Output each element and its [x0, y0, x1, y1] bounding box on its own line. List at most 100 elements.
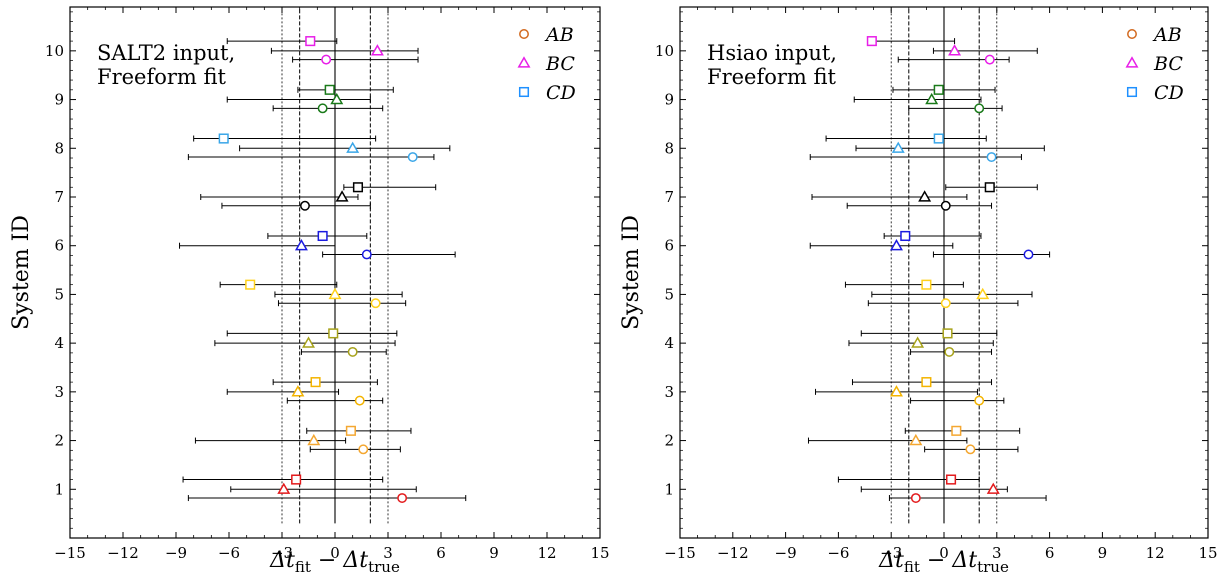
error-bar: [904, 427, 1021, 434]
x-tick-label: 6: [1045, 544, 1055, 562]
legend-triangle-marker: [1125, 56, 1139, 68]
x-tick-label: 6: [436, 544, 446, 562]
error-bar: [932, 47, 1038, 54]
legend: AB BC CD: [517, 24, 576, 104]
error-bar: [860, 330, 998, 337]
data-point-ab: [370, 298, 381, 309]
error-bar: [267, 232, 368, 239]
x-axis-label: Δtfit − Δttrue: [269, 548, 400, 572]
x-tick-label: −6: [218, 544, 240, 562]
data-point-cd: [945, 474, 957, 485]
error-bar: [286, 397, 384, 404]
legend-label-bc: BC: [545, 53, 575, 75]
x-tick-label: −6: [827, 544, 849, 562]
x-tick-label: 15: [1198, 544, 1217, 562]
data-point-bc: [889, 238, 903, 251]
data-point-bc: [335, 190, 349, 202]
x-tick-label: 3: [383, 544, 393, 562]
annotation-line-1: SALT2 input,: [97, 41, 235, 65]
error-bar: [809, 154, 1022, 161]
data-point-ab: [984, 54, 995, 65]
error-bar: [309, 446, 401, 453]
reference-lines: [890, 7, 998, 524]
data-point-bc: [976, 287, 990, 300]
legend-label-cd: CD: [1154, 82, 1184, 104]
error-bar: [883, 232, 982, 239]
x-tick-label: 0: [939, 544, 949, 562]
y-tick-label: 1: [54, 480, 64, 498]
y-tick-label: 7: [54, 188, 64, 206]
data-point-cd: [345, 425, 356, 436]
data-point-cd: [921, 377, 932, 388]
y-tick-label: 9: [54, 91, 64, 109]
error-bar: [910, 397, 1005, 404]
error-bar: [860, 486, 1008, 493]
legend: AB BC CD: [1125, 24, 1184, 104]
error-bar: [846, 202, 993, 209]
y-tick-label: 5: [54, 285, 64, 303]
error-bar: [182, 476, 384, 483]
error-bar: [226, 330, 398, 337]
legend-square-marker: [518, 86, 530, 98]
y-tick-label: 2: [664, 432, 674, 450]
y-tick-label: 5: [664, 285, 674, 303]
data-point-bc: [302, 336, 315, 348]
legend-circle-icon: [519, 29, 529, 39]
data-point-bc: [294, 238, 308, 251]
data-point-ab: [347, 346, 358, 357]
data-point-ab: [944, 346, 955, 357]
error-bar: [221, 202, 371, 209]
error-bar: [230, 486, 417, 493]
y-axis-label: System ID: [619, 215, 644, 330]
y-tick-label: 10: [45, 42, 64, 60]
x-tick-label: −15: [664, 544, 696, 562]
data-point-cd: [328, 328, 339, 339]
data-point-bc: [291, 385, 305, 397]
data-point-cd: [900, 230, 911, 242]
legend-triangle-icon: [1125, 56, 1139, 68]
data-point-cd: [245, 279, 256, 290]
y-tick-label: 4: [664, 334, 674, 352]
error-bar: [892, 86, 996, 93]
data-point-ab: [317, 103, 328, 114]
data-point-bc: [346, 141, 360, 153]
annotation-line-2: Freeform fit: [97, 65, 227, 89]
error-bar: [322, 251, 456, 258]
x-tick-label: 9: [1098, 544, 1108, 562]
error-bar: [825, 135, 987, 142]
error-bar: [194, 437, 347, 444]
data-point-cd: [324, 84, 335, 95]
data-point-ab: [974, 395, 985, 406]
error-bar: [292, 56, 419, 63]
data-point-ab: [358, 444, 369, 455]
error-bar: [239, 145, 451, 152]
y-tick-label: 6: [664, 237, 674, 255]
data-point-bc: [986, 482, 1000, 494]
legend-square-icon: [1126, 86, 1138, 98]
error-bar: [179, 242, 336, 249]
legend-circle-marker: [1127, 29, 1137, 39]
data-point-cd: [305, 36, 316, 47]
x-tick-label: −12: [107, 544, 139, 562]
error-bar: [219, 281, 338, 288]
y-tick-label: 8: [54, 139, 64, 157]
data-point-ab: [1023, 249, 1034, 260]
data-point-bc: [277, 482, 291, 494]
x-tick-label: 12: [1146, 544, 1165, 562]
data-point-cd: [866, 36, 877, 47]
y-tick-label: 7: [664, 188, 674, 206]
error-bar: [306, 427, 412, 434]
data-point-bc: [370, 44, 384, 56]
data-point-ab: [361, 249, 372, 260]
annotation-line-2: Freeform fit: [707, 65, 837, 89]
y-tick-label: 6: [54, 237, 64, 255]
y-tick-label: 10: [655, 42, 674, 60]
data-point-cd: [984, 182, 995, 193]
x-tick-label: 3: [992, 544, 1002, 562]
data-point-bc: [925, 92, 939, 105]
error-bar: [226, 388, 340, 395]
error-bars: [179, 38, 467, 502]
